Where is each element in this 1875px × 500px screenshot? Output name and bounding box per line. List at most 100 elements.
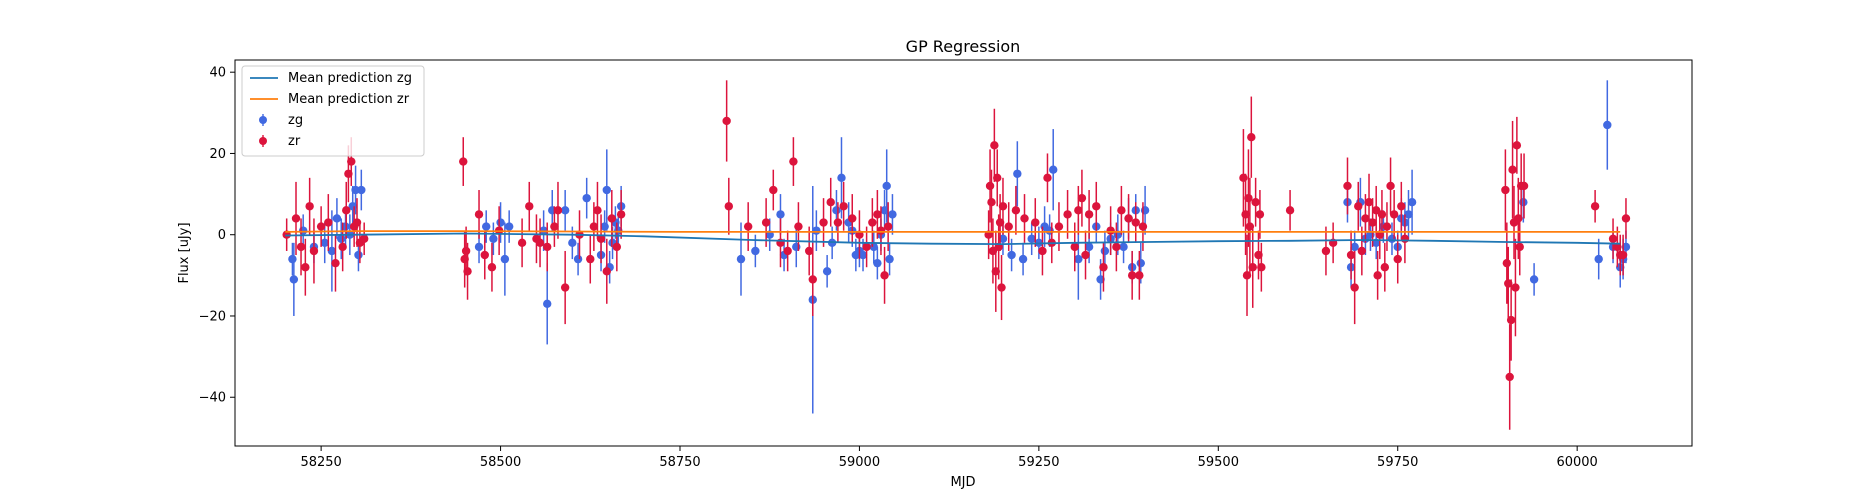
zr-point [589,222,599,231]
zr-point [1257,263,1266,272]
legend-label-zr-mean: Mean prediction zr [288,92,410,107]
zr-point [1364,198,1374,207]
zr-point [1343,181,1352,191]
zg-point [474,242,484,252]
zg-point [582,193,591,203]
zr-point [1063,210,1072,219]
zg-point [351,185,360,195]
x-tick-label: 58250 [300,455,341,470]
zr-point [535,238,545,248]
zr-point [868,218,877,227]
zr-point [607,214,617,223]
zr-point [1590,202,1600,211]
zg-point [1096,275,1105,284]
zr-point [990,141,999,150]
zg-point [1084,242,1094,252]
zg-point [1119,242,1128,252]
y-tick-label: 40 [209,66,226,81]
legend-label-zr: zr [288,134,301,149]
zr-point [839,202,848,211]
zr-point [826,198,835,207]
zr-point [352,218,362,227]
zr-point [338,242,347,252]
zr-point [1255,210,1265,219]
zr-point [789,157,798,166]
zr-point [985,181,995,191]
zg-point [837,173,846,183]
x-axis-label: MJD [950,475,975,490]
zg-point [1404,210,1413,219]
zr-point [616,210,626,219]
zr-point [517,238,527,248]
zr-point [848,214,857,223]
zr-point [1368,218,1377,227]
zg-point [568,238,577,248]
legend-swatch-zg-marker [259,116,267,124]
zg-point [1350,242,1359,252]
zr-point [1011,206,1021,215]
zg-point [496,218,505,227]
zr-point [1092,202,1101,211]
data-layer [282,80,1631,430]
zr-point [876,226,886,235]
zr-point [1117,206,1126,215]
legend-swatch-zr-marker [259,137,267,145]
zr-point [993,173,1002,183]
zg-point [869,242,878,252]
zr-point [819,218,828,227]
zg-point [1140,206,1150,215]
zr-point [1357,246,1367,256]
zr-point [1505,372,1514,382]
zr-point [804,246,814,256]
zr-point [1506,315,1516,325]
zg-point [1594,254,1603,264]
zr-point [291,214,301,223]
x-tick-label: 59000 [839,455,880,470]
zg-point [288,254,297,264]
zg-point [880,206,889,215]
zr-point [1127,271,1137,280]
zr-point [309,246,319,256]
zr-point [743,222,753,231]
zg-point [1529,275,1539,284]
zr-point [1361,214,1370,223]
zg-point [822,267,832,276]
zr-point [331,258,340,268]
zg-point [858,250,868,260]
zr-point [1504,279,1513,288]
zr-mean-prediction-line [285,230,1621,233]
zg-point [327,246,337,256]
zr-point [612,242,622,252]
zg-point [888,210,897,219]
zg-point [289,275,299,284]
zr-point [1519,181,1529,191]
zr-point [880,271,889,280]
zr-point [1077,193,1087,203]
zr-point [987,198,996,207]
zr-point [301,263,310,272]
zg-point [357,185,366,195]
zg-mean-prediction-line [285,232,1621,246]
zr-point [459,157,468,166]
zr-point [1020,214,1029,223]
zg-point [792,242,801,252]
zg-point [1007,250,1016,260]
zr-point [305,202,314,211]
zr-point [1245,222,1255,231]
zr-point [487,263,497,272]
zr-point [1377,210,1387,219]
zr-point [1386,181,1395,191]
zr-point [991,267,1000,276]
y-axis: −40 −20 0 20 40 [199,66,235,406]
zr-point [1251,198,1260,207]
zr-point [1502,258,1512,268]
zg-point [882,181,891,191]
zr-point [1389,210,1399,219]
zr-point [324,218,333,227]
zg-point [560,206,570,215]
zr-point [833,218,843,227]
legend-label-zg-mean: Mean prediction zg [288,71,412,86]
zr-point [560,283,570,292]
zg-point [998,234,1008,243]
zr-point [1285,206,1295,215]
